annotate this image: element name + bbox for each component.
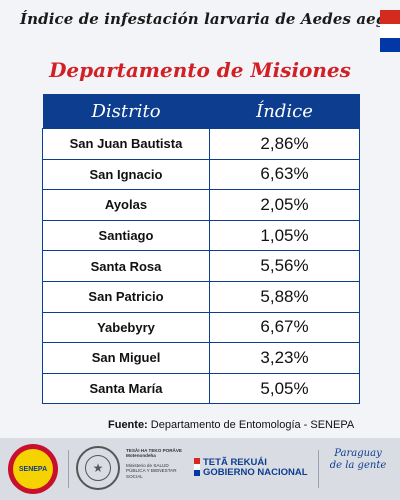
table-row: Santa María 5,05% <box>42 372 360 405</box>
cell-distrito: Ayolas <box>42 189 210 221</box>
table-row: Santa Rosa 5,56% <box>42 250 360 282</box>
page-title: Índice de infestación larvaria de Aedes … <box>20 10 400 28</box>
table-header-row: Distrito Índice <box>42 94 360 129</box>
page-subtitle: Departamento de Misiones <box>49 58 351 82</box>
cell-distrito: Santa María <box>42 372 210 405</box>
cell-distrito: San Ignacio <box>42 158 210 191</box>
column-header-distrito: Distrito <box>42 94 210 129</box>
paraguay-flag-icon <box>380 10 400 52</box>
cell-distrito: Yabebyry <box>42 311 210 344</box>
cell-distrito: San Patricio <box>42 280 210 313</box>
cell-distrito: Santa Rosa <box>42 250 210 282</box>
table-body: San Juan Bautista 2,86% San Ignacio 6,63% Ay… <box>42 128 360 405</box>
source-note: Fuente: Departamento de Entomología - SE… <box>108 419 354 431</box>
table-row: San Juan Bautista 2,86% <box>42 128 360 160</box>
cell-indice: 6,67% <box>209 311 360 344</box>
infestation-table: Distrito Índice San Juan Bautista 2,86% Sa… <box>42 94 360 405</box>
cell-indice: 2,05% <box>209 189 360 221</box>
senepa-logo-text: SENEPA <box>13 449 53 489</box>
cell-indice: 3,23% <box>209 342 360 374</box>
gobierno-line-1: TETÃ REKUÁI <box>203 457 267 468</box>
gobierno-flag-icon <box>194 458 200 476</box>
table-row: Ayolas 2,05% <box>42 189 360 221</box>
gobierno-logo: TETÃ REKUÁI GOBIERNO NACIONAL <box>203 458 308 478</box>
cell-indice: 5,56% <box>209 250 360 282</box>
cell-indice: 1,05% <box>209 219 360 252</box>
footer-logos: SENEPA ★ TESÃI HA TEKO PORÃVE Motenondeh… <box>0 438 400 500</box>
table-row: San Miguel 3,23% <box>42 342 360 374</box>
paraguay-lema: Paraguay de la gente <box>329 448 387 471</box>
cell-distrito: Santiago <box>42 219 210 252</box>
cell-indice: 2,86% <box>209 128 360 160</box>
footer-divider <box>318 450 319 488</box>
table-row: Santiago 1,05% <box>42 219 360 252</box>
senepa-logo: SENEPA <box>8 444 58 494</box>
cell-distrito: San Miguel <box>42 342 210 374</box>
source-text: Departamento de Entomología - SENEPA <box>150 419 355 431</box>
gobierno-line-2: GOBIERNO NACIONAL <box>203 467 308 478</box>
cell-indice: 5,88% <box>209 280 360 313</box>
cell-indice: 6,63% <box>209 158 360 191</box>
table-row: San Ignacio 6,63% <box>42 158 360 191</box>
ministry-logo: TESÃI HA TEKO PORÃVE Motenondeha Ministe… <box>126 448 188 479</box>
national-seal-icon: ★ <box>76 446 120 490</box>
footer-divider <box>68 450 69 488</box>
ministry-line-2: Ministerio de SALUD PÚBLICA Y BIENESTAR … <box>126 462 177 479</box>
source-label: Fuente: <box>108 419 148 431</box>
table-row: San Patricio 5,88% <box>42 280 360 313</box>
ministry-line-1: TESÃI HA TEKO PORÃVE Motenondeha <box>126 448 182 459</box>
table-row: Yabebyry 6,67% <box>42 311 360 344</box>
cell-indice: 5,05% <box>209 372 360 405</box>
column-header-indice: Índice <box>209 94 360 129</box>
cell-distrito: San Juan Bautista <box>42 128 210 160</box>
